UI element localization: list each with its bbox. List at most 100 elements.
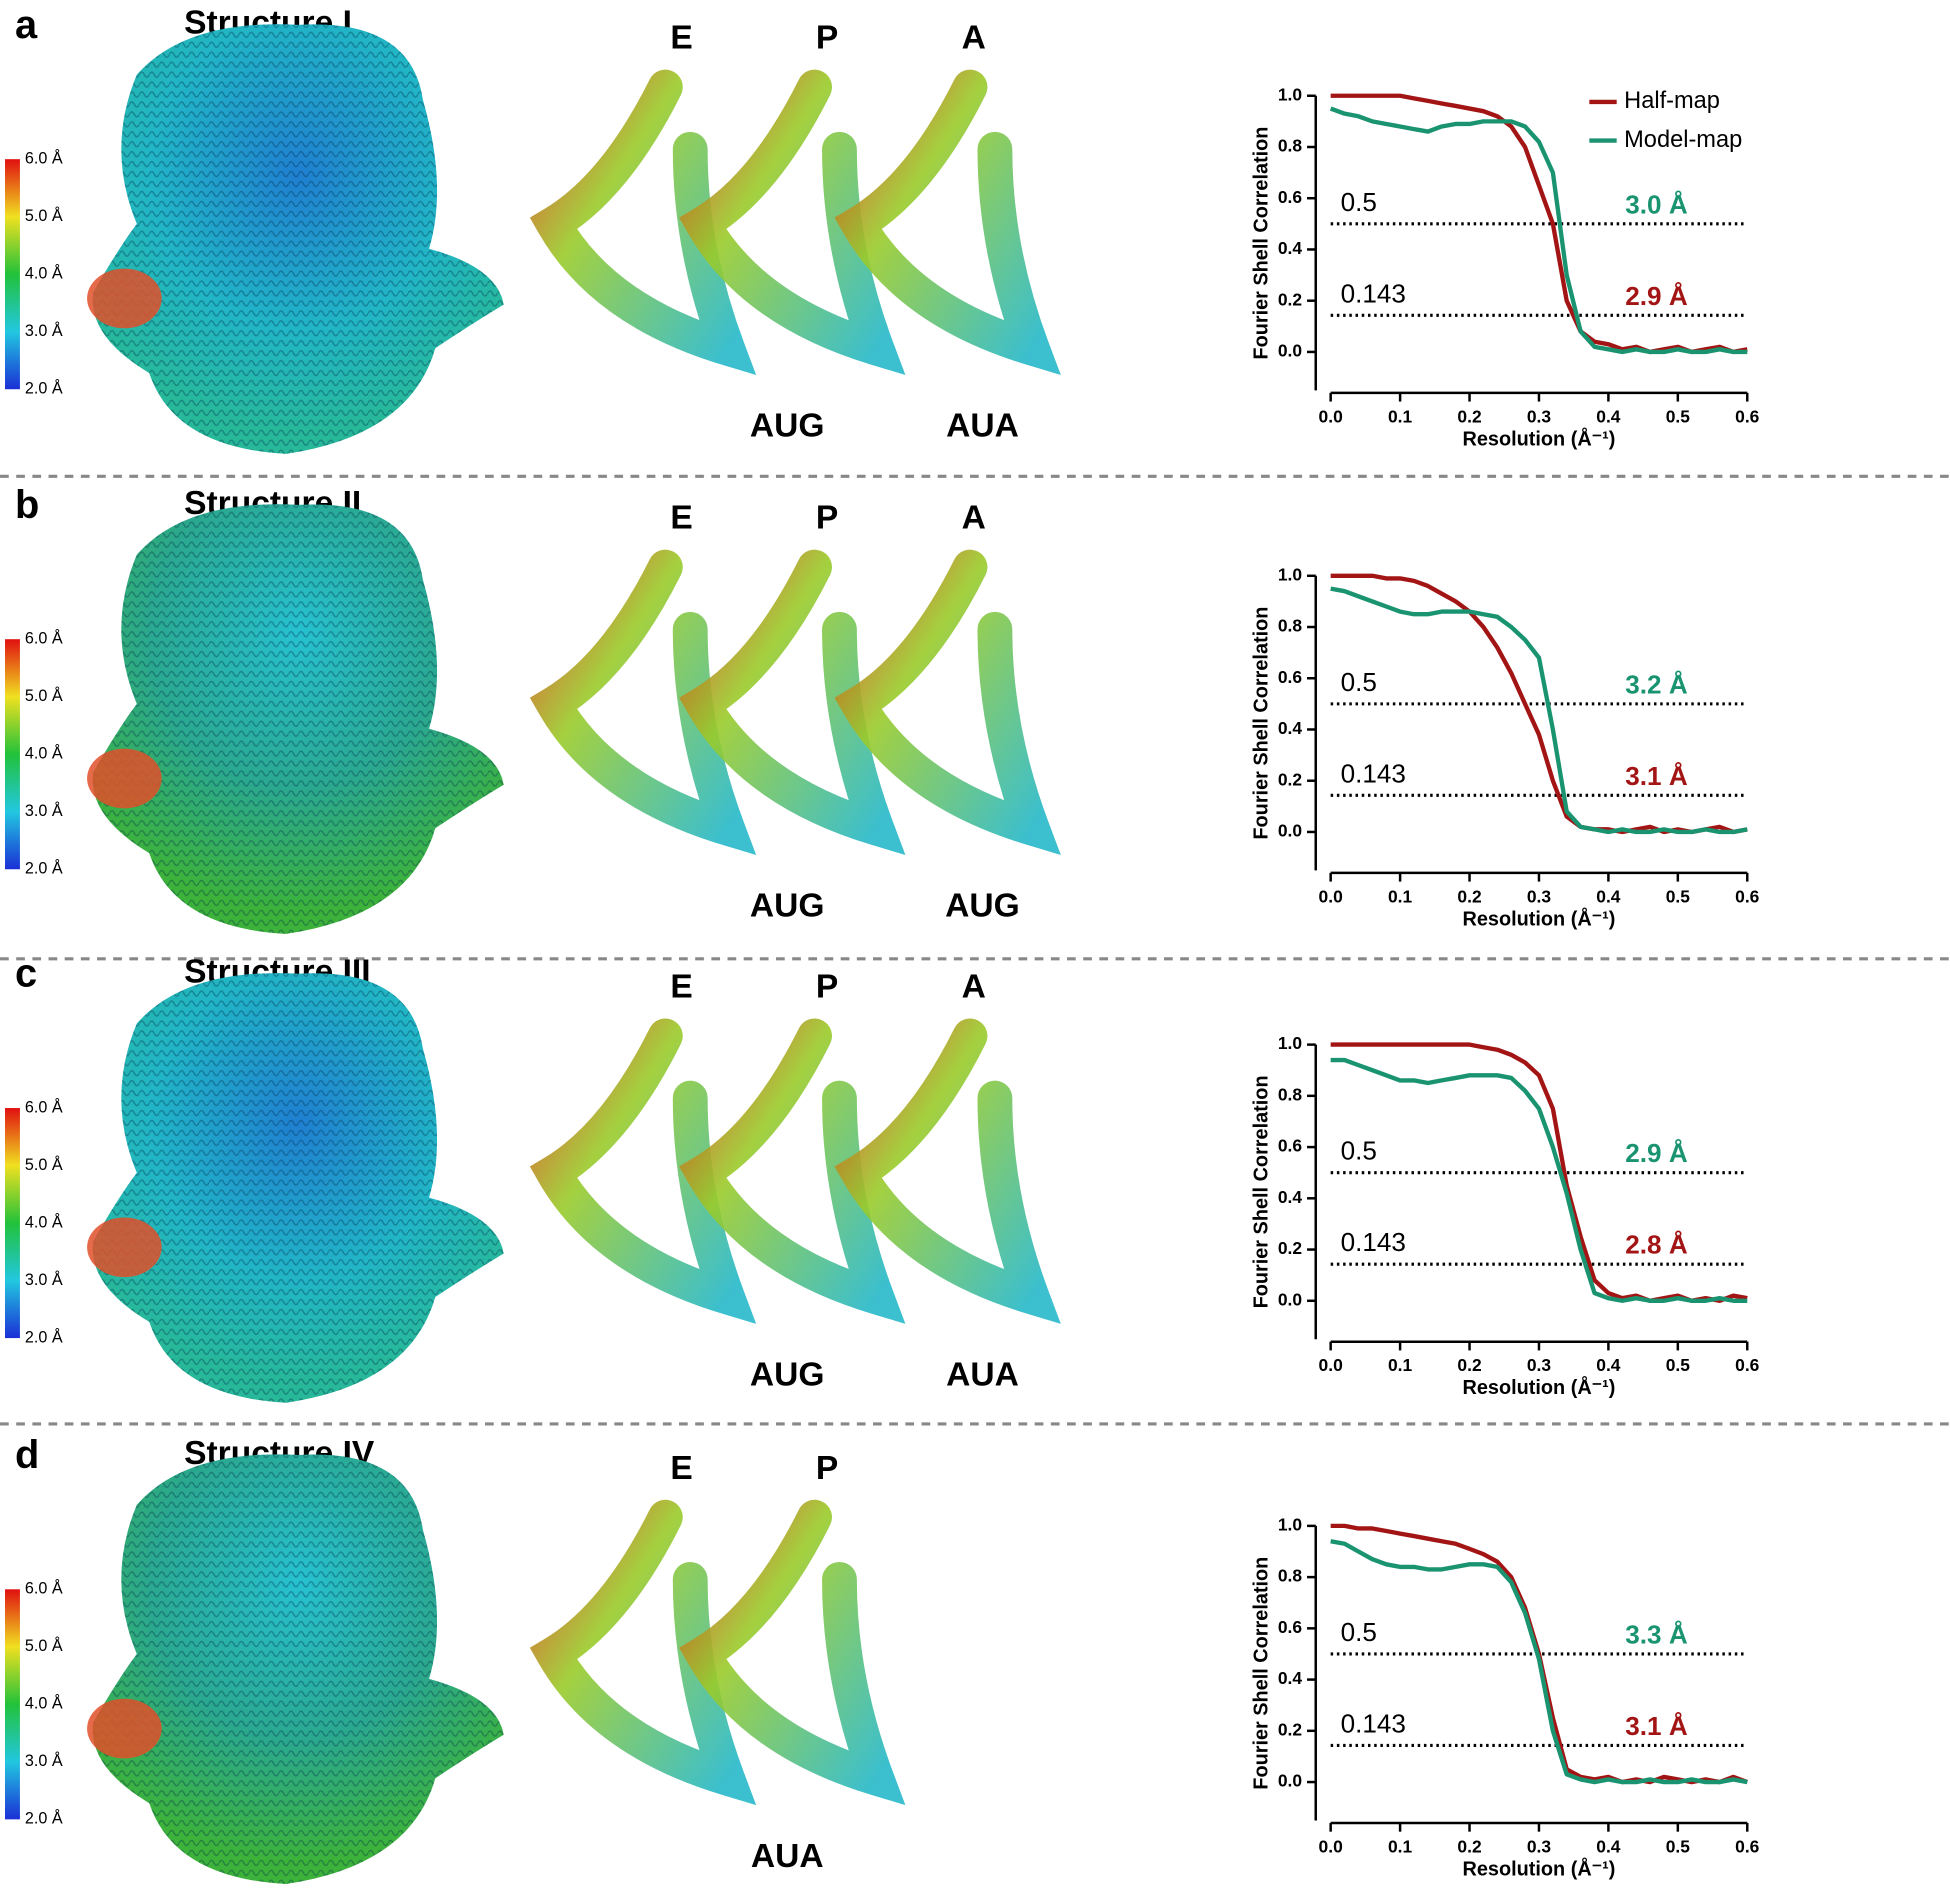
site-label: P (816, 1450, 838, 1487)
colorbar-label: 5.0 Å (25, 1155, 63, 1174)
colorbar-label: 6.0 Å (25, 148, 63, 167)
threshold-label: 0.143 (1341, 758, 1406, 788)
resolution-annotation: 3.0 Å (1625, 189, 1688, 219)
y-tick-label: 0.0 (1278, 341, 1302, 361)
site-label: E (670, 20, 692, 57)
x-axis-label: Resolution (Å⁻¹) (1463, 426, 1616, 450)
resolution-annotation: 3.1 Å (1625, 1711, 1688, 1741)
x-tick-label: 0.2 (1457, 1836, 1481, 1856)
panel: a Structure I6.0 Å5.0 Å4.0 Å3.0 Å2.0 ÅE P A… (5, 3, 1061, 454)
x-tick-label: 0.0 (1319, 1836, 1343, 1856)
x-tick-label: 0.3 (1527, 886, 1552, 906)
y-tick-label: 0.6 (1278, 1617, 1303, 1637)
colorbar-label: 4.0 Å (25, 743, 63, 762)
codon-label: AUG (750, 1357, 825, 1394)
colorbar-label: 5.0 Å (25, 1636, 63, 1655)
fsc-chart: 0.0 0.2 0.4 0.6 0.8 1.0 0.0 0.1 0.2 0.3 0.4 0.5 0.6 R… (1251, 1514, 1760, 1880)
colorbar-label: 2.0 Å (25, 859, 63, 878)
site-label: E (670, 969, 692, 1006)
ribosome-protrusion (87, 1698, 162, 1759)
y-tick-label: 1.0 (1278, 564, 1302, 584)
x-tick-label: 0.0 (1319, 406, 1343, 426)
threshold-label: 0.143 (1341, 1708, 1406, 1738)
x-tick-label: 0.0 (1319, 886, 1343, 906)
colorbar-label: 4.0 Å (25, 1212, 63, 1231)
resolution-annotation: 2.9 Å (1625, 1138, 1688, 1168)
x-tick-label: 0.1 (1388, 1836, 1413, 1856)
x-tick-label: 0.1 (1388, 886, 1413, 906)
fsc-curve (1330, 1539, 1748, 1785)
trna-map (679, 1499, 906, 1806)
colorbar (5, 1108, 20, 1339)
resolution-annotation: 3.3 Å (1625, 1619, 1688, 1649)
y-tick-label: 0.4 (1278, 238, 1303, 258)
x-tick-label: 0.1 (1388, 1355, 1413, 1375)
threshold-label: 0.143 (1341, 278, 1406, 308)
y-axis-label: Fourier Shell Correlation (1251, 607, 1273, 840)
x-tick-label: 0.4 (1596, 1355, 1621, 1375)
fsc-curve (1329, 106, 1748, 355)
threshold-label: 0.5 (1341, 1617, 1377, 1647)
x-tick-label: 0.3 (1527, 1355, 1552, 1375)
colorbar (5, 159, 20, 390)
y-tick-label: 0.8 (1278, 136, 1303, 156)
x-tick-label: 0.0 (1319, 1355, 1343, 1375)
trna-map (679, 1018, 906, 1324)
site-label: A (962, 500, 986, 537)
site-label: P (816, 20, 838, 57)
x-axis-label: Resolution (Å⁻¹) (1463, 1856, 1616, 1880)
site-label: P (816, 500, 838, 537)
x-tick-label: 0.4 (1596, 886, 1621, 906)
site-label: A (962, 20, 986, 57)
threshold-label: 0.5 (1341, 187, 1377, 217)
x-tick-label: 0.6 (1735, 1836, 1760, 1856)
threshold-label: 0.143 (1341, 1227, 1406, 1257)
x-tick-label: 0.2 (1457, 1355, 1481, 1375)
y-tick-label: 1.0 (1278, 1033, 1302, 1053)
colorbar-label: 6.0 Å (25, 1097, 63, 1116)
y-tick-label: 0.4 (1278, 1668, 1303, 1688)
x-tick-label: 0.5 (1666, 1836, 1691, 1856)
colorbar-label: 4.0 Å (25, 1694, 63, 1713)
site-label: E (670, 500, 692, 537)
y-tick-label: 0.0 (1278, 1771, 1302, 1791)
colorbar-label: 5.0 Å (25, 686, 63, 705)
colorbar-label: 6.0 Å (25, 628, 63, 647)
y-tick-label: 0.4 (1278, 1187, 1303, 1207)
y-tick-label: 0.4 (1278, 718, 1303, 738)
resolution-annotation: 3.1 Å (1625, 761, 1688, 791)
panel: d Structure IV6.0 Å5.0 Å4.0 Å3.0 Å2.0 ÅE P… (5, 1433, 906, 1885)
x-tick-label: 0.4 (1596, 1836, 1621, 1856)
fsc-chart: 0.0 0.2 0.4 0.6 0.8 1.0 0.0 0.1 0.2 0.3 0.4 0.5 0.6 R… (1251, 84, 1760, 450)
fsc-chart: 0.0 0.2 0.4 0.6 0.8 1.0 0.0 0.1 0.2 0.3 0.4 0.5 0.6 R… (1251, 1033, 1760, 1399)
fsc-curve (1330, 1042, 1748, 1303)
y-tick-label: 0.2 (1278, 1238, 1302, 1258)
y-tick-label: 0.2 (1278, 289, 1302, 309)
legend-label: Half-map (1624, 88, 1720, 114)
colorbar-label: 3.0 Å (25, 1270, 63, 1289)
legend-label: Model-map (1624, 127, 1742, 153)
y-axis-label: Fourier Shell Correlation (1251, 127, 1273, 360)
trna-map (834, 69, 1061, 375)
trna-map (834, 1018, 1061, 1324)
site-label: E (670, 1450, 692, 1487)
codon-label: AUA (946, 408, 1019, 445)
colorbar-label: 3.0 Å (25, 1751, 63, 1770)
x-tick-label: 0.4 (1596, 406, 1621, 426)
y-tick-label: 0.6 (1278, 1136, 1303, 1156)
y-tick-label: 0.6 (1278, 187, 1303, 207)
fsc-chart: 0.0 0.2 0.4 0.6 0.8 1.0 0.0 0.1 0.2 0.3 0.4 0.5 0.6 R… (1251, 564, 1760, 930)
x-axis-label: Resolution (Å⁻¹) (1463, 1375, 1616, 1399)
codon-label: AUG (750, 408, 825, 445)
codon-label: AUG (945, 888, 1020, 925)
x-tick-label: 0.6 (1735, 1355, 1760, 1375)
panel-letter: d (15, 1433, 39, 1477)
ribosome-texture (92, 504, 504, 934)
trna-map (834, 549, 1061, 856)
x-tick-label: 0.5 (1666, 886, 1691, 906)
x-tick-label: 0.2 (1457, 886, 1481, 906)
colorbar-label: 5.0 Å (25, 206, 63, 225)
